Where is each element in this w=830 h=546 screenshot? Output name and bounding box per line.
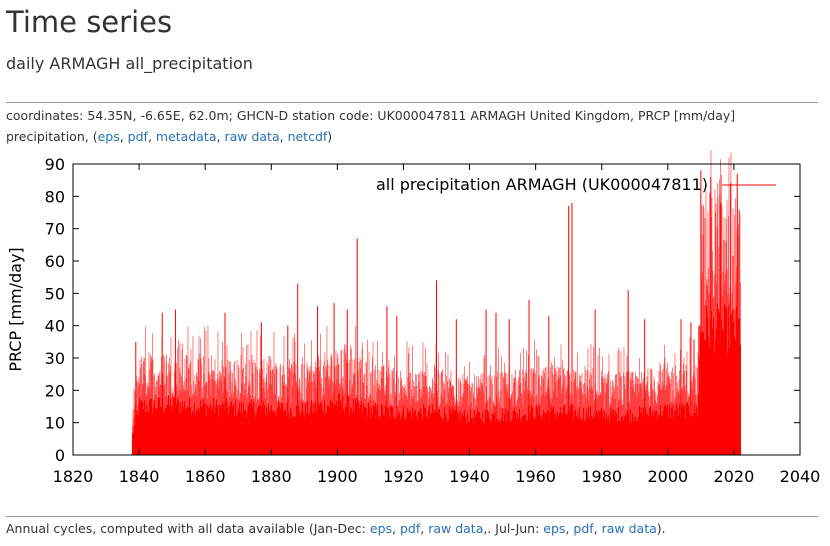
metadata-close: ) — [327, 129, 333, 144]
jul-jun-eps-link[interactable]: eps — [543, 521, 566, 536]
x-tick-label: 2040 — [780, 467, 821, 486]
x-tick-label: 1900 — [317, 467, 358, 486]
eps-link[interactable]: eps — [97, 129, 120, 144]
y-tick-label: 60 — [45, 252, 65, 271]
y-axis-title: PRCP [mm/day] — [6, 247, 25, 371]
x-axis: 1820 1840 1860 1880 1900 1920 1940 1960 1980 2000… — [53, 164, 821, 486]
x-tick-label: 1820 — [53, 467, 94, 486]
annual-cycles-note: Annual cycles, computed with all data av… — [6, 521, 666, 536]
x-tick-label: 1980 — [581, 467, 622, 486]
y-tick-label: 0 — [55, 446, 65, 465]
y-tick-label: 20 — [45, 381, 65, 400]
x-tick-label: 1920 — [383, 467, 424, 486]
metadata-link[interactable]: metadata — [155, 129, 217, 144]
station-metadata: coordinates: 54.35N, -6.65E, 62.0m; GHCN… — [6, 108, 736, 144]
netcdf-link[interactable]: netcdf — [287, 129, 328, 144]
legend-label: all precipitation ARMAGH (UK000047811) — [376, 175, 708, 194]
page-subtitle: daily ARMAGH all_precipitation — [6, 54, 253, 73]
jan-dec-raw-data-link[interactable]: raw data — [428, 521, 484, 536]
legend: all precipitation ARMAGH (UK000047811) — [376, 175, 776, 194]
x-tick-label: 2020 — [714, 467, 755, 486]
jul-jun-raw-data-link[interactable]: raw data — [601, 521, 657, 536]
x-tick-label: 1940 — [449, 467, 490, 486]
footer-middle: ,. Jul-Jun: — [483, 521, 544, 536]
footer-prefix: Annual cycles, computed with all data av… — [6, 521, 370, 536]
footer-suffix: ). — [656, 521, 666, 536]
x-tick-label: 1860 — [185, 467, 226, 486]
y-tick-label: 80 — [45, 187, 65, 206]
x-tick-label: 1880 — [251, 467, 292, 486]
y-axis: 0 10 20 30 40 50 60 70 80 90 — [45, 155, 800, 465]
jan-dec-eps-link[interactable]: eps — [369, 521, 393, 536]
y-tick-label: 50 — [45, 284, 65, 303]
y-tick-label: 30 — [45, 349, 65, 368]
raw-data-link[interactable]: raw data — [224, 129, 280, 144]
y-tick-label: 70 — [45, 220, 65, 239]
x-tick-label: 1840 — [119, 467, 160, 486]
x-tick-label: 1960 — [515, 467, 556, 486]
y-tick-label: 90 — [45, 155, 65, 174]
jul-jun-pdf-link[interactable]: pdf — [573, 521, 594, 536]
metadata-text: coordinates: 54.35N, -6.65E, 62.0m; GHCN… — [6, 108, 736, 144]
divider-bottom — [6, 516, 818, 517]
pdf-link[interactable]: pdf — [127, 129, 148, 144]
x-tick-label: 2000 — [647, 467, 688, 486]
page-title: Time series — [6, 5, 173, 39]
jan-dec-pdf-link[interactable]: pdf — [399, 521, 421, 536]
y-tick-label: 10 — [45, 414, 65, 433]
plot-frame — [72, 163, 801, 456]
bars-layer — [131, 150, 742, 455]
y-tick-label: 40 — [45, 317, 65, 336]
precipitation-chart: 1820 1840 1860 1880 1900 1920 1940 1960 1980 2000… — [6, 150, 821, 486]
divider-top — [6, 102, 818, 103]
